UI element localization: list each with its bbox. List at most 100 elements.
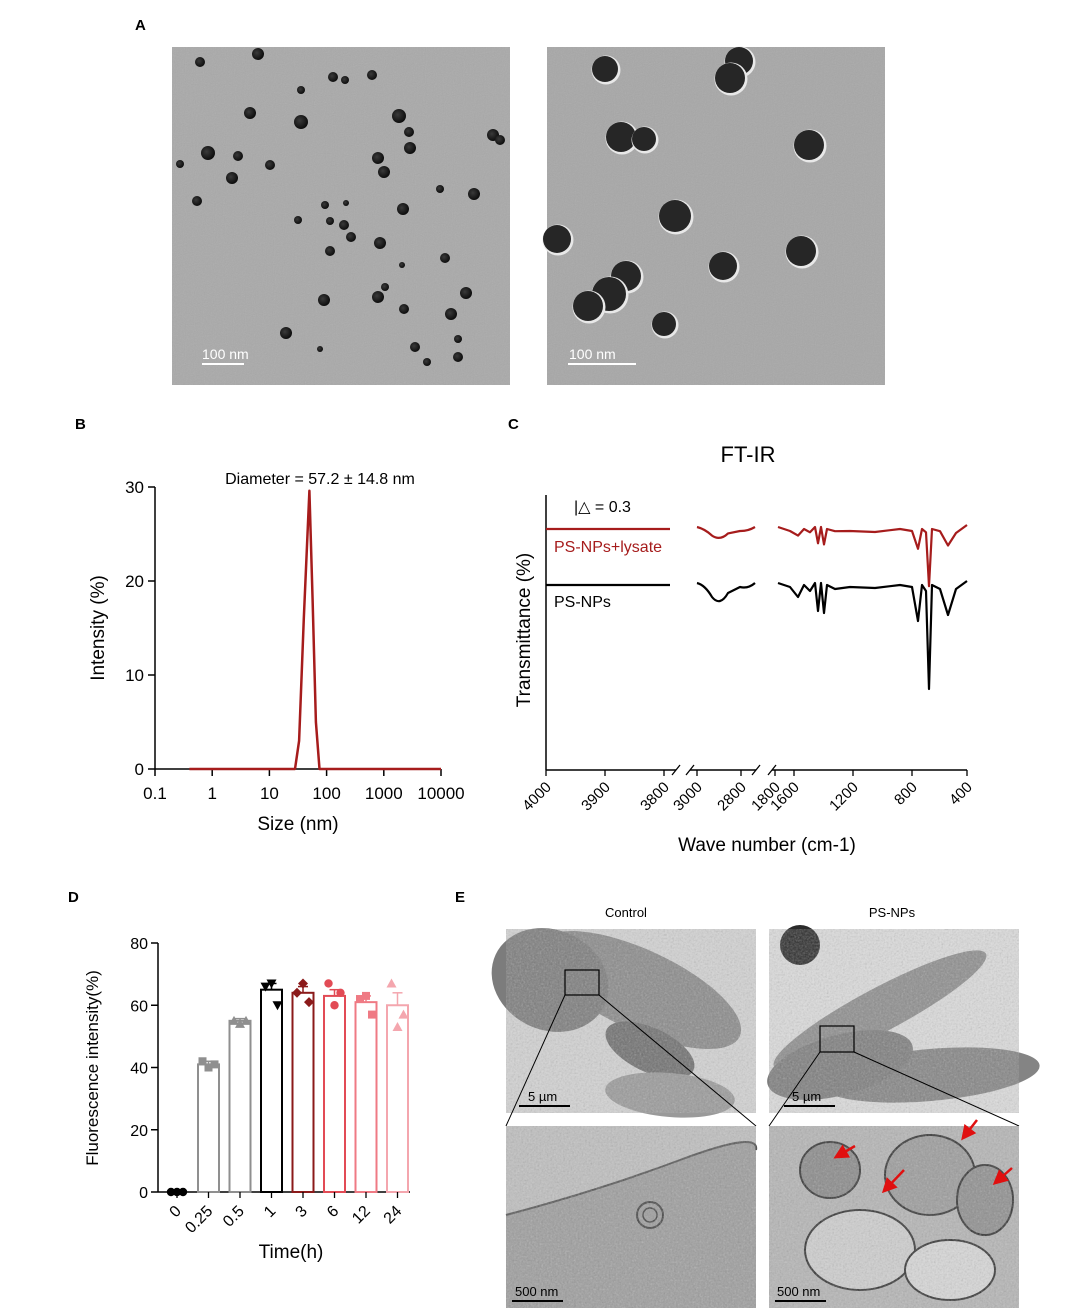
data-point — [298, 978, 308, 989]
tem-cell-control-overview: 5 µm — [491, 928, 756, 1118]
x-tick-label: 800 — [891, 779, 921, 809]
nanoparticle-dot — [244, 107, 256, 119]
x-axis-title: Size (nm) — [257, 814, 338, 835]
nanoparticle-dot — [325, 246, 335, 256]
x-tick-label: 0.25 — [182, 1203, 216, 1237]
nanoparticle-dot — [454, 335, 462, 343]
nanoparticle-dot — [226, 172, 238, 184]
red-arrow-icon — [833, 1144, 856, 1159]
zoom-region-box — [819, 1025, 855, 1053]
x-tick-label: 400 — [946, 779, 976, 809]
nanoparticle-dot — [252, 48, 264, 60]
nanoparticle-dots — [176, 48, 505, 366]
axis-break-mark — [767, 764, 777, 776]
y-tick-label: 20 — [125, 572, 144, 591]
nanoparticle-dot — [468, 188, 480, 200]
nanoparticle-sphere — [543, 225, 571, 253]
nanoparticle-dot — [192, 196, 202, 206]
nanoparticle-sphere — [652, 312, 676, 336]
bar — [386, 1004, 409, 1193]
nanoparticle-dot — [195, 57, 205, 67]
x-tick-label: 12 — [349, 1203, 374, 1228]
scale-bar-label: 500 nm — [777, 1284, 820, 1299]
nanoparticle-dot — [341, 76, 349, 84]
tem-cell-ps-nps-overview: 5 µm — [767, 925, 1040, 1113]
scale-bar-label: 100 nm — [202, 346, 249, 362]
panel-label-a: A — [135, 17, 146, 34]
nanoparticle-dot — [374, 237, 386, 249]
nanoparticle-dot — [423, 358, 431, 366]
data-point — [336, 988, 345, 997]
series-label: PS-NPs+lysate — [554, 539, 662, 556]
tem-cell-control-zoom: 500 nm — [505, 1126, 758, 1308]
data-point — [304, 997, 314, 1008]
nanoparticle-dot — [404, 127, 414, 137]
bar — [354, 1001, 378, 1194]
nanoparticle-dot — [399, 262, 405, 268]
nanoparticle-dot — [201, 146, 215, 160]
series-label: PS-NPs — [554, 594, 611, 611]
nanoparticle-dot — [495, 135, 505, 145]
nanoparticle-dot — [397, 203, 409, 215]
nanoparticle-dot — [265, 160, 275, 170]
y-tick-label: 10 — [125, 666, 144, 685]
data-point — [235, 1018, 245, 1028]
panel-label-d: D — [68, 889, 79, 906]
nanoparticle-dot — [339, 220, 349, 230]
nanoparticle-dot — [176, 160, 184, 168]
scale-bar-label: 5 µm — [792, 1089, 821, 1104]
x-tick-label: 1200 — [826, 779, 862, 815]
nanoparticle-sphere — [786, 236, 816, 266]
data-point — [241, 1015, 251, 1025]
nanoparticle-dot — [233, 151, 243, 161]
nanoparticle-dot — [372, 152, 384, 164]
nanoparticle-dot — [294, 115, 308, 129]
x-tick-label: 3 — [293, 1203, 311, 1221]
data-point — [198, 1057, 207, 1066]
nanoparticle-sphere — [632, 127, 656, 151]
x-tick-label: 100 — [312, 784, 340, 803]
panel-label-b: B — [75, 416, 86, 433]
nanoparticle-dot — [381, 283, 389, 291]
spectrum-line-ps-nps — [546, 580, 968, 691]
data-point — [386, 978, 397, 988]
x-axis-title: Time(h) — [259, 1242, 324, 1263]
red-arrow-icon — [992, 1167, 1013, 1185]
y-tick-label: 20 — [130, 1123, 148, 1140]
axis-break-mark — [751, 764, 761, 776]
axis-break-mark — [671, 764, 681, 776]
nanoparticle-dot — [436, 185, 444, 193]
nanoparticle-dot — [294, 216, 302, 224]
data-point — [324, 979, 333, 988]
scale-bar-label: 5 µm — [528, 1089, 557, 1104]
x-tick-label: 4000 — [519, 779, 555, 815]
panel-label-e: E — [455, 889, 465, 906]
x-tick-label: 6 — [324, 1203, 342, 1221]
data-point — [178, 1187, 188, 1197]
bar — [323, 994, 346, 1193]
zoom-line — [853, 1051, 1020, 1127]
nanoparticle-sphere — [659, 200, 691, 232]
nanoparticle-dot — [297, 86, 305, 94]
x-tick-label: 0 — [167, 1203, 185, 1221]
x-tick-label: 1 — [207, 784, 216, 803]
scale-annotation: |△ = 0.3 — [574, 499, 631, 516]
tem-cell-ps-nps-zoom: 500 nm — [769, 1119, 1019, 1308]
x-tick-label: 24 — [381, 1203, 406, 1228]
nanoparticle-dot — [460, 287, 472, 299]
data-point — [204, 1063, 213, 1072]
bar — [197, 1063, 220, 1193]
nanoparticle-dot — [280, 327, 292, 339]
x-tick-label: 1000 — [365, 784, 403, 803]
y-axis-title: Fluorescence intensity(%) — [83, 970, 102, 1166]
x-axis-title: Wave number (cm-1) — [678, 835, 856, 856]
data-point — [272, 1001, 283, 1011]
zoom-line — [768, 1051, 821, 1127]
bar — [291, 991, 315, 1193]
nanoparticle-dot — [399, 304, 409, 314]
x-tick-label: 3900 — [578, 779, 614, 815]
red-arrow-icon — [881, 1169, 905, 1194]
y-tick-label: 60 — [130, 998, 148, 1015]
x-tick-label: 2800 — [714, 779, 750, 815]
